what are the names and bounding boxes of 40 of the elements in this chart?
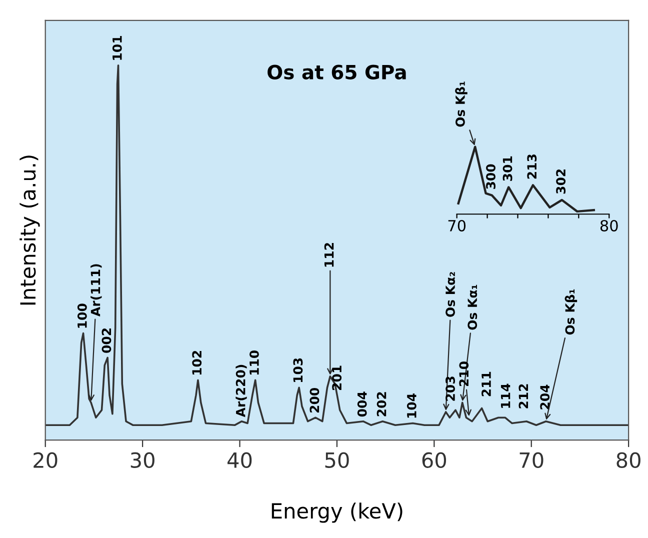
annotation: Os Kβ₁ xyxy=(564,289,578,335)
annotation: Os Kα₁ xyxy=(468,284,478,330)
annotation: 211 xyxy=(482,372,491,396)
annotation: 103 xyxy=(293,358,303,382)
annotation: Ar(220) xyxy=(236,364,247,418)
annotation: 300 xyxy=(486,164,496,189)
y-axis-title: Intensity (a.u.) xyxy=(20,156,40,305)
x-tick-label: 20 xyxy=(34,452,58,468)
annotation: 202 xyxy=(376,392,386,416)
x-axis-title: Energy (keV) xyxy=(272,502,402,523)
annotation: 204 xyxy=(540,384,550,410)
annotation: 201 xyxy=(332,366,342,390)
x-tick-label: 30 xyxy=(130,452,154,468)
annotation: 004 xyxy=(357,392,367,417)
chart-title: Os at 65 GPa xyxy=(268,64,406,80)
annotation: 114 xyxy=(500,384,510,408)
annotation: 102 xyxy=(192,350,202,375)
annotation: 112 xyxy=(324,243,334,267)
annotation: 210 xyxy=(459,362,469,386)
x-tick-label: 80 xyxy=(600,220,618,232)
annotation: 002 xyxy=(102,328,112,353)
annotation: Os Kβ₁ xyxy=(455,82,468,127)
annotation: 110 xyxy=(249,350,259,375)
annotation: 213 xyxy=(527,154,537,179)
annotation: 212 xyxy=(518,384,528,408)
x-tick-label: 80 xyxy=(616,452,640,468)
annotation: Ar(111) xyxy=(90,264,102,316)
annotation: 302 xyxy=(556,169,566,194)
x-tick-label: 70 xyxy=(448,220,466,232)
annotation: 301 xyxy=(502,156,512,181)
x-tick-label: 70 xyxy=(520,452,544,468)
annotation: 203 xyxy=(446,376,456,401)
annotation: 200 xyxy=(310,388,320,412)
x-tick-label: 60 xyxy=(422,452,446,468)
annotation: 100 xyxy=(77,304,87,328)
annotation: 104 xyxy=(406,394,416,418)
annotation: 101 xyxy=(112,36,122,60)
x-tick-label: 50 xyxy=(325,452,349,468)
annotation: Os Kα₂ xyxy=(446,272,456,317)
x-tick-label: 40 xyxy=(228,452,252,468)
